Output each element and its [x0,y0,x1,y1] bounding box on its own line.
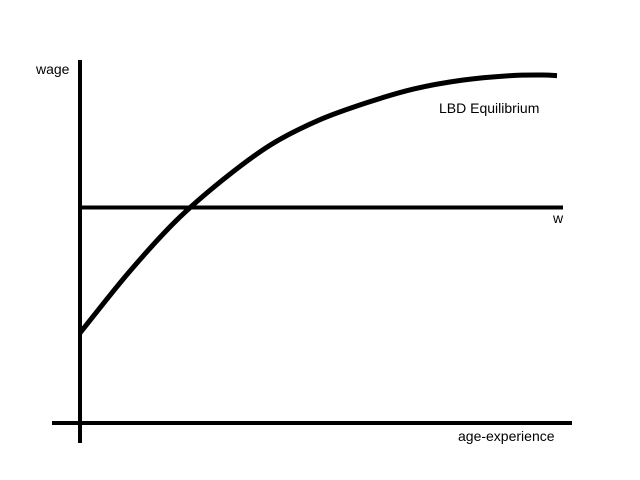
series-label-w: w [552,210,564,226]
x-axis-label: age-experience [458,428,555,444]
y-axis-label: wage [35,61,70,77]
series-layer [78,72,563,335]
series-line-lbd-equilibrium [78,72,558,335]
series-label-lbd-equilibrium: LBD Equilibrium [439,100,539,116]
